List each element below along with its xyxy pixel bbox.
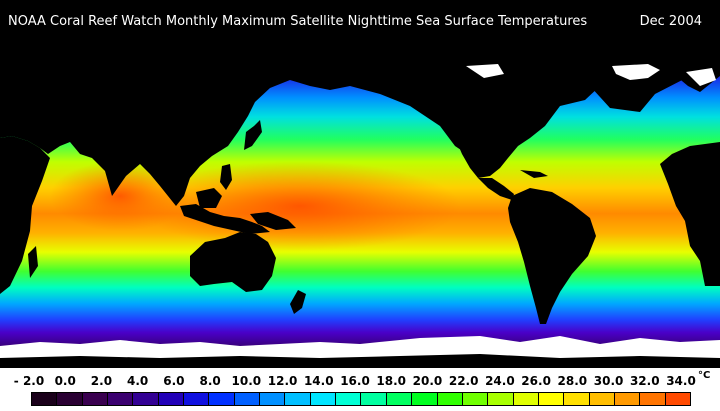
legend-tick-label: 2.0 [90,374,113,388]
south-america-landmass [508,188,596,324]
legend-unit: °C [698,370,711,381]
legend-tick-label: 18.0 [376,374,407,388]
philippines [220,164,232,190]
legend-color-cell [412,393,438,405]
legend-tick-label: 12.0 [267,374,298,388]
borneo [196,188,222,208]
legend-color-cell [361,393,387,405]
legend-tick-label: 32.0 [629,374,660,388]
legend-color-cell [133,393,159,405]
legend-color-cell [310,393,337,405]
legend-tick-label: 24.0 [485,374,515,388]
legend-color-cell [614,393,641,405]
legend-color-cell [57,393,83,405]
arctic-sea-ice [612,64,660,80]
madagascar [28,246,38,278]
caribbean-islands [520,170,548,178]
new-zealand [290,290,306,314]
legend-color-cell [513,393,539,405]
eurasia-landmass [0,60,720,206]
legend-tick-label: 20.0 [412,374,443,388]
arctic-sea-ice-west [466,64,504,78]
antarctica-landmass [0,354,720,368]
legend-color-cell [564,393,590,405]
legend-color-cell [538,393,565,405]
legend-colorbar [31,392,691,406]
legend-color-cell [209,393,235,405]
legend-tick-labels: - 2.0 0.0 2.0 4.0 6.0 8.0 10.0 12.0 14.0 16.0 18.0… [0,374,720,392]
legend-color-cell [108,393,134,405]
legend-color-cell [488,393,514,405]
sst-map [0,46,720,368]
legend-tick-label: 22.0 [448,374,479,388]
legend-color-cell [589,393,615,405]
legend-tick-label: 30.0 [593,374,624,388]
legend-tick-label: 8.0 [199,374,221,388]
australia-landmass [190,232,276,292]
arctic-land [0,46,720,60]
legend-tick-label: 14.0 [303,374,334,388]
legend-color-cell [158,393,185,405]
map-title-bar: NOAA Coral Reef Watch Monthly Maximum Sa… [0,0,720,46]
arctic-sea-ice-east [686,68,716,86]
legend-tick-label: 16.0 [340,374,370,388]
africa-east-landmass [660,142,720,286]
north-america-landmass [438,60,620,178]
map-date: Dec 2004 [639,14,702,29]
legend-color-cell [260,393,286,405]
legend-color-cell [665,393,690,405]
legend-tick-label: 26.0 [521,374,551,388]
central-america [478,178,514,200]
legend-color-cell [462,393,489,405]
new-guinea [250,212,296,230]
legend-tick-label: 4.0 [127,374,149,388]
legend-color-cell [386,393,413,405]
japan-islands [244,120,262,150]
legend-tick-label: 10.0 [231,374,262,388]
map-title: NOAA Coral Reef Watch Monthly Maximum Sa… [8,14,588,29]
legend-color-cell [82,393,109,405]
legend-tick-label: 28.0 [557,374,588,388]
legend-color-cell [234,393,261,405]
legend-color-cell [640,393,666,405]
legend-tick-label: 0.0 [54,374,76,388]
africa-landmass [0,136,50,294]
legend-color-cell [285,393,311,405]
sst-map-graphic [0,46,720,368]
indonesia-islands [180,204,270,234]
legend-color-cell [32,393,58,405]
legend-tick-label: 6.0 [163,374,185,388]
legend-color-cell [184,393,210,405]
legend-color-cell [336,393,362,405]
legend-tick-label: 34.0 [666,374,696,388]
legend-tick-label: - 2.0 [13,374,45,388]
warm-pool [140,161,460,251]
legend-color-cell [437,393,463,405]
temperature-legend: - 2.0 0.0 2.0 4.0 6.0 8.0 10.0 12.0 14.0 16.0 18.0… [0,368,720,411]
